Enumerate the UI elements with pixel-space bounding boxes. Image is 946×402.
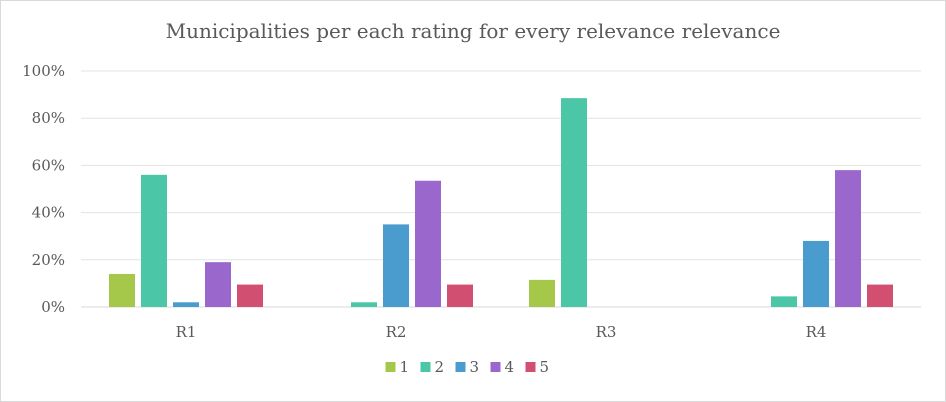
legend-label: 2 [435, 358, 445, 376]
bar-r2-rating-3 [383, 224, 409, 307]
bar-r4-rating-3 [803, 240, 829, 307]
legend-swatch-3 [455, 362, 466, 372]
bar-r1-rating-1 [109, 273, 135, 307]
chart-title: Municipalities per each rating for every… [166, 19, 781, 43]
bar-r4-rating-5 [867, 284, 893, 307]
x-tick-label: R4 [806, 323, 827, 341]
legend-swatch-1 [385, 362, 396, 372]
legend-label: 3 [470, 358, 480, 376]
legend-label: 1 [400, 358, 410, 376]
x-tick-label: R3 [596, 323, 617, 341]
bar-r1-rating-5 [237, 284, 263, 307]
y-tick-label: 80% [32, 109, 65, 127]
x-tick-label: R2 [386, 323, 407, 341]
x-axis-ticks: R1 R2 R3 R4 [176, 323, 827, 341]
bars [109, 98, 893, 307]
legend-swatch-4 [490, 362, 501, 372]
y-tick-label: 100% [22, 62, 65, 80]
bar-r1-rating-4 [205, 262, 231, 307]
y-axis-ticks: 0% 20% 40% 60% 80% 100% [22, 62, 65, 316]
bar-r1-rating-2 [141, 174, 167, 307]
bar-r4-rating-2 [771, 296, 797, 307]
y-tick-label: 20% [32, 251, 65, 269]
bar-r1-rating-3 [173, 302, 199, 307]
legend-swatch-5 [525, 362, 536, 372]
legend-swatch-2 [420, 362, 431, 372]
bar-r2-rating-2 [351, 302, 377, 307]
x-tick-label: R1 [176, 323, 197, 341]
y-tick-label: 0% [41, 298, 65, 316]
bar-r2-rating-5 [447, 284, 473, 307]
bar-r2-rating-4 [415, 180, 441, 307]
bar-r4-rating-4 [835, 170, 861, 307]
legend: 1 2 3 4 5 [385, 358, 550, 376]
y-tick-label: 60% [32, 156, 65, 174]
legend-label: 5 [540, 358, 550, 376]
bar-r3-rating-2 [561, 98, 587, 307]
legend-label: 4 [505, 358, 515, 376]
y-tick-label: 40% [32, 204, 65, 222]
bar-r3-rating-1 [529, 279, 555, 307]
